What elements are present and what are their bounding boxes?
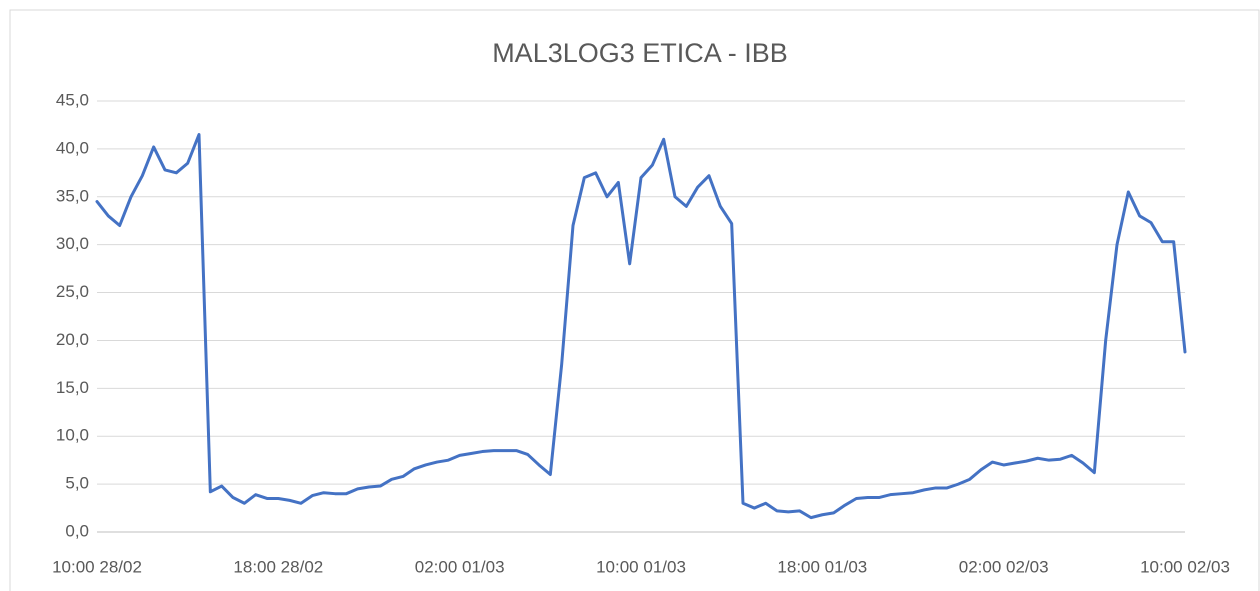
x-tick-label: 02:00 01/03: [415, 557, 505, 576]
x-tick-label: 10:00 01/03: [596, 557, 686, 576]
data-line: [95, 133, 1187, 520]
x-tick-label: 10:00 28/02: [52, 557, 142, 576]
y-tick-label: 35,0: [56, 186, 89, 205]
x-tick-label: 10:00 02/03: [1140, 557, 1230, 576]
y-tick-label: 30,0: [56, 234, 89, 253]
x-tick-label: 18:00 28/02: [233, 557, 323, 576]
y-tick-label: 25,0: [56, 282, 89, 301]
y-tick-label: 40,0: [56, 138, 89, 157]
chart-border: [9, 9, 1260, 591]
y-tick-label: 20,0: [56, 330, 89, 349]
x-tick-label: 18:00 01/03: [777, 557, 867, 576]
y-tick-label: 10,0: [56, 426, 89, 445]
y-tick-label: 5,0: [65, 474, 89, 493]
y-tick-label: 0,0: [65, 521, 89, 540]
y-tick-label: 15,0: [56, 378, 89, 397]
y-tick-label: 45,0: [56, 90, 89, 109]
x-tick-label: 02:00 02/03: [959, 557, 1049, 576]
chart-title: MAL3LOG3 ETICA - IBB: [492, 38, 788, 68]
